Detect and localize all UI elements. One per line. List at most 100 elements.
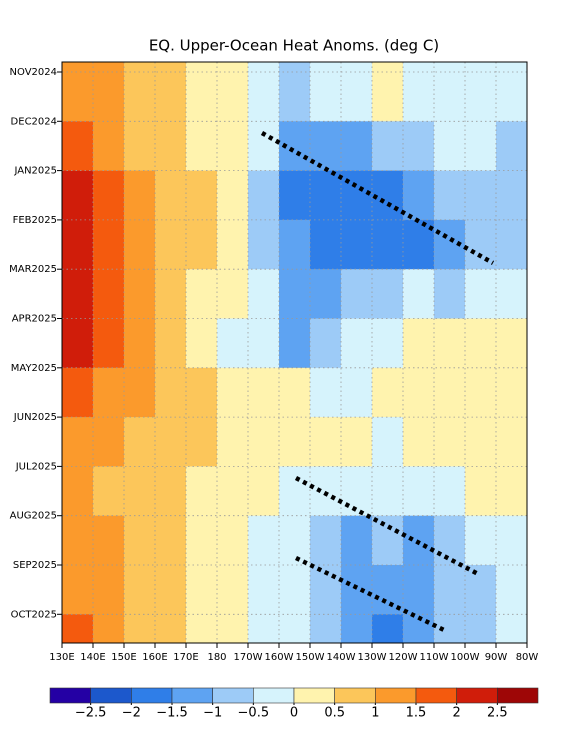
cell xyxy=(124,417,156,467)
cell xyxy=(403,565,435,615)
cell xyxy=(248,170,280,221)
cell xyxy=(496,515,528,566)
colorbar-label: 1.5 xyxy=(406,706,427,721)
x-tick-label: 150E xyxy=(111,652,136,663)
x-tick-label: 160W xyxy=(265,652,294,663)
cell xyxy=(310,121,342,172)
x-tick-label: 100W xyxy=(451,652,480,663)
cell xyxy=(434,269,466,319)
cell xyxy=(465,219,497,270)
cell xyxy=(248,269,280,319)
cell xyxy=(465,62,497,122)
cell xyxy=(465,269,497,319)
y-tick-label: JAN2025 xyxy=(13,166,57,177)
cell xyxy=(372,219,404,270)
cell xyxy=(372,269,404,319)
cell xyxy=(310,62,342,122)
cell xyxy=(217,466,249,517)
cell xyxy=(403,121,435,172)
cell xyxy=(434,565,466,615)
colorbar-box xyxy=(253,687,295,704)
cell xyxy=(248,417,280,467)
cell xyxy=(496,318,528,369)
cell xyxy=(341,121,373,172)
dotted-line xyxy=(294,476,482,577)
cell xyxy=(217,170,249,221)
cell xyxy=(124,269,156,319)
cell xyxy=(310,515,342,566)
x-tick-label: 130E xyxy=(49,652,74,663)
cell xyxy=(62,219,94,270)
cell xyxy=(93,367,125,418)
cell xyxy=(310,269,342,319)
cell xyxy=(155,269,187,319)
cell xyxy=(403,417,435,467)
cell xyxy=(372,466,404,517)
cell xyxy=(372,318,404,369)
cell xyxy=(124,318,156,369)
cell xyxy=(434,318,466,369)
x-tick-label: 180 xyxy=(207,652,226,663)
y-tick-label: APR2025 xyxy=(12,314,57,325)
cell xyxy=(186,219,218,270)
cell xyxy=(372,121,404,172)
cell xyxy=(248,318,280,369)
cell xyxy=(496,170,528,221)
cell xyxy=(155,515,187,566)
cell xyxy=(93,565,125,615)
cell xyxy=(217,565,249,615)
cell xyxy=(403,318,435,369)
cell xyxy=(62,614,94,644)
cell xyxy=(124,515,156,566)
cell xyxy=(496,62,528,122)
cell xyxy=(93,614,125,644)
cell xyxy=(341,318,373,369)
cell xyxy=(403,269,435,319)
y-tick-label: JUL2025 xyxy=(15,461,57,472)
cell xyxy=(341,515,373,566)
cell xyxy=(93,318,125,369)
colorbar-box xyxy=(456,687,498,704)
cell xyxy=(403,466,435,517)
cell xyxy=(248,515,280,566)
cell xyxy=(186,614,218,644)
cell xyxy=(279,269,311,319)
cell xyxy=(155,170,187,221)
y-tick-label: FEB2025 xyxy=(13,215,57,226)
cell xyxy=(465,121,497,172)
cell xyxy=(279,62,311,122)
x-tick-label: 140W xyxy=(327,652,356,663)
cell xyxy=(372,417,404,467)
cell xyxy=(341,565,373,615)
cell xyxy=(155,614,187,644)
cell xyxy=(186,417,218,467)
cell xyxy=(310,417,342,467)
colorbar-box xyxy=(415,687,457,704)
cell xyxy=(434,417,466,467)
chart-title: EQ. Upper-Ocean Heat Anoms. (deg C) xyxy=(149,37,439,55)
cell xyxy=(93,170,125,221)
grid xyxy=(62,62,527,643)
cell xyxy=(341,269,373,319)
cell xyxy=(217,515,249,566)
cell xyxy=(217,121,249,172)
colorbar-box xyxy=(131,687,173,704)
cell xyxy=(248,614,280,644)
cell xyxy=(465,466,497,517)
colorbar-label: −2.5 xyxy=(75,706,107,721)
cell xyxy=(310,318,342,369)
cell xyxy=(124,62,156,122)
cell xyxy=(403,367,435,418)
cell xyxy=(496,466,528,517)
x-tick-label: 170E xyxy=(173,652,198,663)
colorbar: −2.5 −2 −1.5 −1 −0.5 0 0.5 1 1.5 2 2.5 xyxy=(49,687,539,721)
cell xyxy=(341,614,373,644)
colorbar-box xyxy=(334,687,376,704)
y-tick-label: JUN2025 xyxy=(13,412,57,423)
cell xyxy=(155,367,187,418)
cell xyxy=(496,417,528,467)
cell xyxy=(310,614,342,644)
cell xyxy=(434,515,466,566)
cell xyxy=(465,170,497,221)
